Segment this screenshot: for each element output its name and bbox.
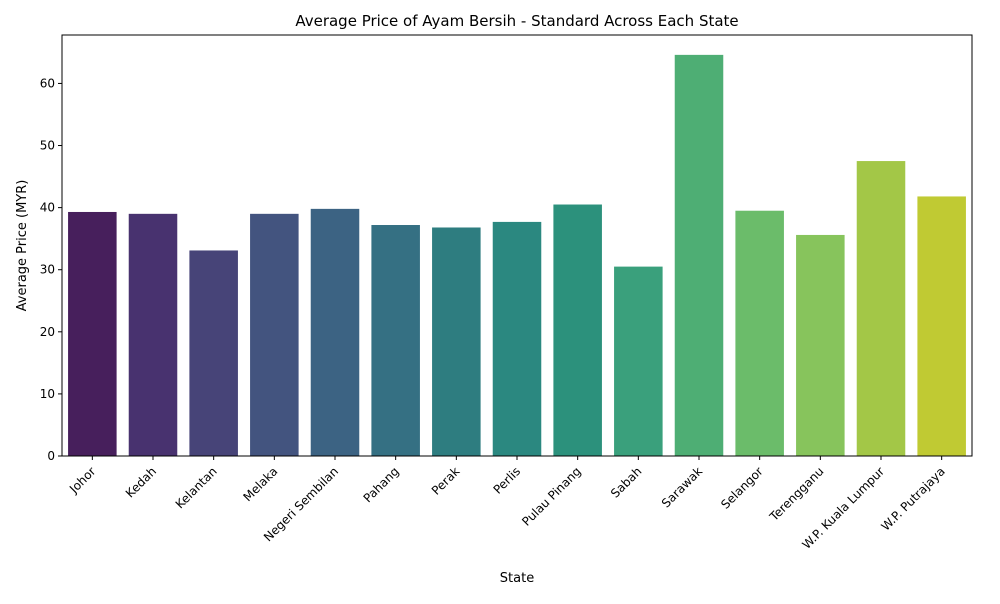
bar-selangor [735, 210, 784, 456]
chart-title: Average Price of Ayam Bersih - Standard … [295, 12, 738, 30]
y-tick-label: 50 [40, 139, 55, 153]
bar-sarawak [674, 54, 724, 456]
bar-pulau-pinang [553, 204, 602, 456]
bar-melaka [250, 213, 299, 456]
bar-perlis [492, 221, 542, 456]
x-tick-label: Perlis [491, 464, 524, 497]
x-tick-label: Johor [66, 464, 98, 496]
y-tick-label: 60 [40, 76, 55, 90]
x-tick-label: Melaka [240, 464, 280, 504]
bars-group [68, 54, 966, 456]
y-tick-label: 20 [40, 325, 55, 339]
bar-terengganu [796, 234, 845, 456]
x-tick-label: Selangor [718, 464, 766, 512]
y-axis-label: Average Price (MYR) [15, 180, 30, 312]
bar-w-p-putrajaya [917, 196, 966, 456]
x-tick-label: Sabah [608, 464, 644, 500]
y-tick-label: 30 [40, 263, 55, 277]
bar-negeri-sembilan [310, 208, 360, 456]
plot-frame [61, 34, 973, 457]
x-tick-label: Kelantan [173, 464, 220, 511]
x-tick-label: Kedah [123, 464, 159, 500]
bar-johor [68, 211, 117, 456]
bar-kelantan [189, 250, 238, 456]
y-tick-label: 10 [40, 387, 55, 401]
x-tick-label: Sarawak [659, 464, 705, 510]
bar-kedah [128, 213, 178, 456]
x-tick-label: W.P. Putrajaya [878, 464, 947, 533]
y-tick-label: 40 [40, 201, 55, 215]
bar-pahang [371, 225, 420, 456]
x-axis-label: State [500, 571, 534, 586]
x-tick-label: Pulau Pinang [519, 464, 584, 529]
x-tick-label: Terengganu [766, 464, 826, 524]
x-tick-label: Pahang [361, 464, 402, 505]
bar-perak [432, 227, 481, 456]
x-tick-label: Perak [429, 464, 463, 498]
bar-w-p-kuala-lumpur [856, 161, 906, 456]
y-tick-label: 0 [47, 449, 55, 463]
y-axis: 0 10 20 30 40 50 60 [40, 76, 62, 463]
bar-sabah [614, 266, 663, 456]
